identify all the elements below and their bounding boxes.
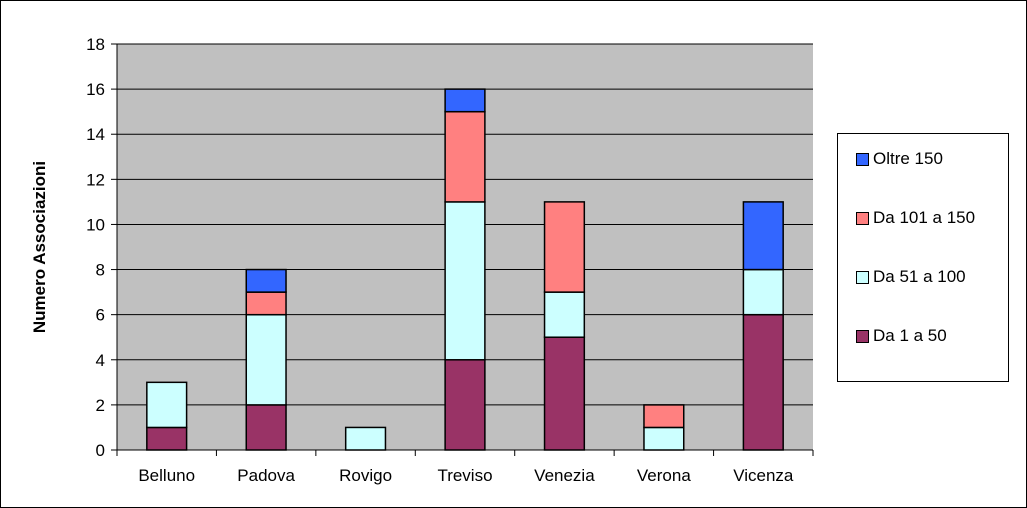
x-tick-label: Rovigo: [339, 466, 392, 485]
bar-segment: [742, 268, 784, 316]
bar-segment: [146, 426, 188, 451]
bar-segment: [742, 201, 784, 271]
bar-segment: [245, 313, 287, 406]
bar-segment: [543, 336, 586, 451]
y-tick-label: 0: [96, 441, 105, 460]
bar-segment: [444, 88, 486, 113]
legend-label: Da 51 a 100: [873, 267, 966, 286]
x-tick-label: Belluno: [138, 466, 195, 485]
bar-segment: [543, 291, 586, 338]
x-tick-label: Vicenza: [733, 466, 794, 485]
x-tick-label: Verona: [637, 466, 691, 485]
y-tick-label: 16: [86, 80, 105, 99]
bar-segment: [444, 110, 486, 203]
y-tick-label: 4: [96, 351, 105, 370]
legend-label: Da 101 a 150: [873, 208, 976, 227]
legend-item: Oltre 150: [856, 149, 943, 169]
bar-segment: [245, 291, 287, 316]
bar-segment: [643, 404, 685, 429]
y-tick-label: 8: [96, 261, 105, 280]
y-tick-label: 14: [86, 125, 105, 144]
bar-segment: [444, 359, 486, 451]
y-tick-label: 18: [86, 35, 105, 54]
bar-segment: [643, 426, 685, 451]
y-tick-label: 12: [86, 170, 105, 189]
x-tick-label: Treviso: [437, 466, 492, 485]
legend-label: Da 1 a 50: [873, 326, 947, 345]
bar-segment: [146, 381, 188, 429]
bar-segment: [742, 313, 784, 451]
x-tick-label: Padova: [237, 466, 295, 485]
legend-item: Da 1 a 50: [856, 326, 947, 346]
y-tick-label: 6: [96, 306, 105, 325]
x-tick-label: Venezia: [534, 466, 595, 485]
legend-swatch: [856, 329, 869, 343]
legend-item: Da 101 a 150: [856, 208, 975, 228]
bar-segment: [444, 201, 486, 361]
legend-swatch: [856, 270, 869, 284]
y-tick-label: 10: [86, 215, 105, 234]
legend-swatch: [856, 211, 869, 225]
y-tick-label: 2: [96, 396, 105, 415]
chart-legend: Oltre 150 Da 101 a 150 Da 51 a 100 Da 1 a 5…: [837, 133, 1009, 382]
bar-segment: [245, 268, 287, 293]
legend-label: Oltre 150: [873, 149, 943, 168]
y-axis-title: Numero Associazioni: [30, 161, 49, 333]
bar-segment: [543, 201, 586, 293]
bar-segment: [344, 426, 387, 451]
legend-swatch: [856, 152, 869, 166]
legend-item: Da 51 a 100: [856, 267, 966, 287]
bar-segment: [245, 404, 287, 451]
